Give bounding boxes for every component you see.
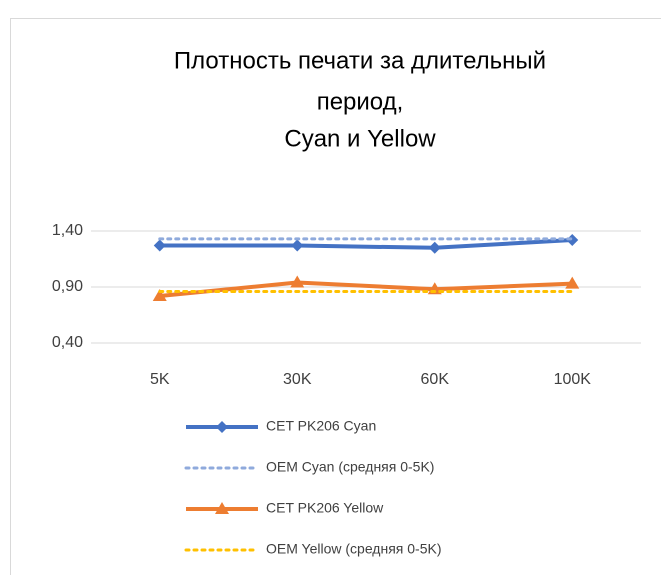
series-line [159,237,573,250]
y-tick-label: 0,90 [52,278,83,295]
data-point [565,276,580,289]
x-tick-label: 60K [421,371,450,388]
chart-frame [10,18,661,575]
x-tick-label: 30K [283,371,312,388]
series-line [159,280,573,298]
data-point [153,239,166,252]
data-point [291,239,304,252]
x-tick-label: 100K [554,371,592,388]
legend-label: CET PK206 Cyan [266,418,376,434]
data-point [152,288,167,301]
y-tick-label: 0,40 [52,334,83,351]
legend-label: OEM Cyan (средняя 0-5K) [266,459,434,475]
chart-title: Cyan и Yellow [284,125,436,152]
y-tick-label: 1,40 [52,222,83,239]
chart-title: Плотность печати за длительный [174,47,546,74]
data-point [428,241,441,254]
legend-label: CET PK206 Yellow [266,500,384,516]
chart-title: период, [317,88,404,115]
data-point [290,275,305,288]
legend-label: OEM Yellow (средняя 0-5K) [266,541,442,557]
x-tick-label: 5K [150,371,170,388]
legend-marker [216,421,228,433]
data-point [566,233,579,246]
legend-marker [215,502,229,514]
